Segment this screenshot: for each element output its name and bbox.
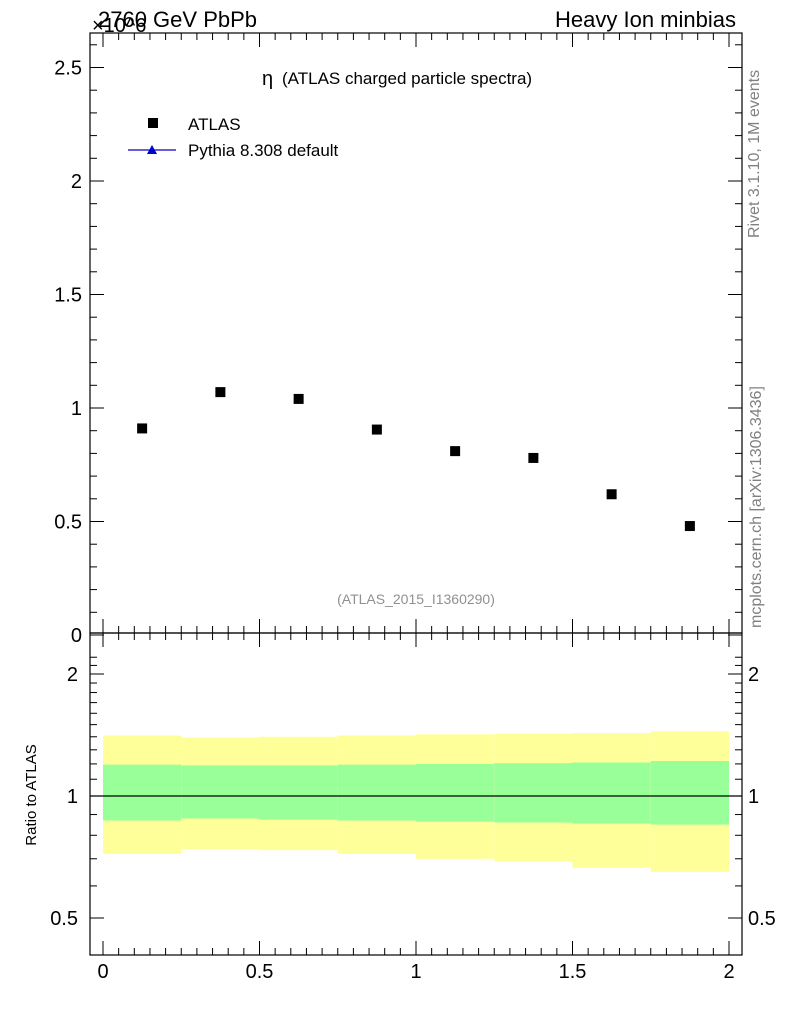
- band-inner-bin: [416, 763, 495, 822]
- main-y-tick-label: 2.5: [54, 58, 82, 80]
- band-inner-bin: [103, 764, 182, 821]
- header-right-title: Heavy Ion minbias: [555, 7, 736, 32]
- data-markers: [137, 387, 695, 532]
- ratio-y-axis-label: Ratio to ATLAS: [23, 744, 40, 845]
- x-tick-label: 2: [723, 961, 734, 983]
- x-tick-label: 1.5: [559, 961, 587, 983]
- x-tick-label: 0: [97, 961, 108, 983]
- main-y-tick-label: 1.5: [54, 285, 82, 307]
- main-y-tick-label: 0.5: [54, 512, 82, 534]
- legend-atlas-marker: [148, 118, 158, 128]
- analysis-id: (ATLAS_2015_I1360290): [337, 591, 495, 607]
- plot-title: (ATLAS charged particle spectra): [282, 69, 532, 88]
- atlas-data-point: [293, 393, 304, 404]
- x-tick-label: 1: [410, 961, 421, 983]
- y-exponent-label: ×10^6: [92, 15, 147, 37]
- band-inner-bin: [259, 765, 338, 820]
- ratio-y-tick-label-right: 2: [748, 664, 759, 686]
- band-inner-bin: [337, 764, 416, 821]
- atlas-data-point: [137, 423, 148, 434]
- legend-pythia-marker: [147, 145, 157, 154]
- main-y-tick-label: 1: [71, 398, 82, 420]
- band-inner-bin: [572, 762, 651, 824]
- atlas-data-point: [528, 452, 539, 463]
- ratio-y-tick-label-right: 0.5: [748, 908, 776, 930]
- legend-pythia-label: Pythia 8.308 default: [188, 141, 339, 160]
- main-y-tick-label: 2: [71, 171, 82, 193]
- atlas-data-point: [215, 387, 226, 398]
- atlas-data-point: [684, 521, 695, 532]
- band-inner-bin: [494, 763, 573, 823]
- rivet-version-label: Rivet 3.1.10, 1M events: [746, 69, 763, 238]
- atlas-data-point: [606, 489, 617, 500]
- tick-labels: 0 0.5 1 1.5 2 2.5 0.5 0.5 1 1 2 2 0 0.5 1 1.5 2: [50, 58, 776, 984]
- band-inner-bin: [181, 765, 260, 819]
- mcplots-label: mcplots.cern.ch [arXiv:1306.3436]: [748, 386, 765, 628]
- header-left-title: 2760 GeV PbPb: [98, 7, 258, 32]
- band-inner-bin: [650, 761, 729, 825]
- ratio-y-tick-label: 2: [67, 664, 78, 686]
- ratio-y-tick-label: 1: [67, 786, 78, 808]
- x-tick-label: 0.5: [246, 961, 274, 983]
- ratio-bands: [103, 731, 729, 872]
- ratio-y-tick-label: 0.5: [50, 908, 78, 930]
- main-y-tick-label: 0: [71, 625, 82, 647]
- atlas-data-point: [371, 424, 382, 435]
- legend-atlas-label: ATLAS: [188, 115, 241, 134]
- ratio-y-tick-label-right: 1: [748, 786, 759, 808]
- axis-ticks: [90, 33, 742, 955]
- atlas-data-point: [450, 446, 461, 457]
- plot-title-eta-symbol: η: [262, 68, 273, 90]
